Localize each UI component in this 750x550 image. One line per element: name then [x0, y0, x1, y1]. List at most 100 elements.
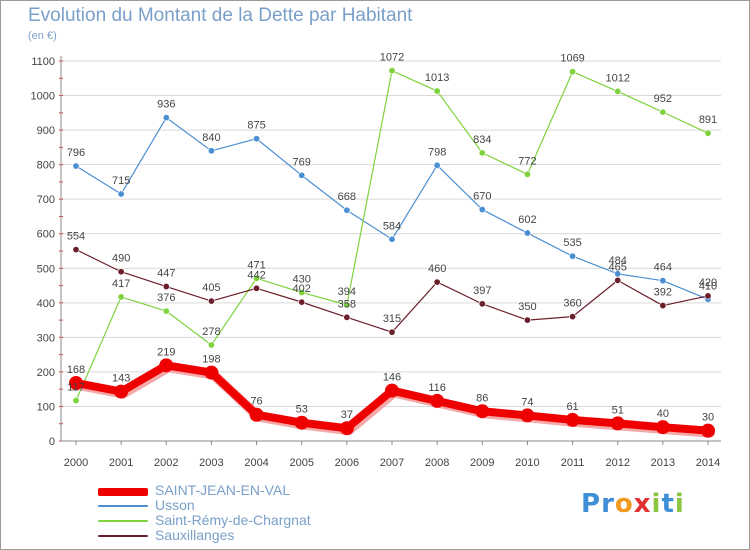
x-tick-label: 2010	[515, 457, 539, 469]
data-point	[388, 67, 396, 75]
data-label: 392	[654, 287, 672, 299]
data-point	[388, 235, 396, 243]
y-tick-label: 1000	[31, 91, 55, 103]
data-label: 875	[247, 120, 265, 132]
data-label: 278	[202, 326, 220, 338]
data-label: 410	[699, 280, 717, 292]
data-point	[162, 307, 170, 315]
data-label: 397	[473, 285, 491, 297]
data-label: 198	[202, 354, 220, 366]
legend-item-saint-jean-en-val: SAINT-JEAN-EN-VAL	[98, 483, 458, 498]
data-label: 840	[202, 132, 220, 144]
legend-swatch	[98, 505, 148, 507]
data-label: 772	[518, 155, 536, 167]
data-label: 769	[293, 156, 311, 168]
data-point	[704, 292, 712, 300]
data-label: 405	[202, 282, 220, 294]
y-tick-label: 900	[37, 125, 55, 137]
logo-letter: o	[614, 489, 634, 519]
data-label: 394	[338, 286, 356, 298]
data-label: 40	[657, 408, 669, 420]
y-tick-label: 400	[37, 298, 55, 310]
data-label: 834	[473, 134, 491, 146]
data-label: 116	[428, 382, 446, 394]
legend-item-usson: Usson	[98, 498, 458, 513]
data-point	[569, 68, 577, 76]
data-label: 61	[566, 401, 578, 413]
data-point	[253, 274, 261, 282]
data-label: 670	[473, 191, 491, 203]
data-label: 37	[341, 409, 353, 421]
data-point	[478, 300, 486, 308]
x-tick-label: 2000	[64, 457, 88, 469]
data-point	[430, 393, 445, 408]
legend-label: SAINT-JEAN-EN-VAL	[155, 482, 291, 498]
data-point	[565, 412, 580, 427]
x-tick-label: 2013	[651, 457, 675, 469]
data-label: 465	[609, 261, 627, 273]
data-point	[520, 408, 535, 423]
data-point	[343, 313, 351, 321]
data-label: 715	[112, 175, 130, 187]
legend-swatch	[98, 535, 148, 537]
legend-label: Sauxillanges	[155, 527, 235, 543]
data-point	[569, 313, 577, 321]
data-label: 460	[428, 263, 446, 275]
data-point	[659, 277, 667, 285]
data-label: 402	[293, 283, 311, 295]
data-label: 143	[112, 373, 130, 385]
data-label: 471	[247, 259, 265, 271]
data-label: 76	[250, 396, 262, 408]
logo-letter: t	[661, 489, 675, 519]
data-label: 417	[112, 278, 130, 290]
legend-swatch	[98, 520, 148, 522]
data-point	[388, 328, 396, 336]
data-label: 1013	[425, 72, 449, 84]
legend-label: Usson	[155, 497, 195, 513]
data-point	[72, 246, 80, 254]
legend-swatch	[98, 488, 148, 496]
logo-letter: x	[633, 489, 652, 519]
data-point	[114, 384, 129, 399]
data-point	[610, 416, 625, 431]
y-tick-label: 300	[37, 332, 55, 344]
data-point	[253, 284, 261, 292]
data-point	[162, 283, 170, 291]
data-label: 360	[563, 298, 581, 310]
data-label: 484	[609, 255, 627, 267]
y-tick-label: 600	[37, 229, 55, 241]
data-point	[162, 114, 170, 122]
data-point	[478, 206, 486, 214]
data-point	[523, 229, 531, 237]
plot-area	[61, 56, 721, 441]
data-label: 117	[67, 382, 85, 394]
data-label: 535	[563, 237, 581, 249]
data-point	[294, 415, 309, 430]
legend-item-saint-remy-de-chargnat: Saint-Rémy-de-Chargnat	[98, 513, 458, 528]
logo-letter: P	[581, 489, 602, 519]
data-label: 358	[338, 298, 356, 310]
x-tick-label: 2012	[605, 457, 629, 469]
logo-letter: r	[601, 489, 615, 519]
data-label: 798	[428, 146, 446, 158]
data-label: 86	[476, 392, 488, 404]
x-tick-label: 2011	[561, 457, 585, 469]
x-tick-label: 2007	[380, 457, 404, 469]
data-point	[569, 252, 577, 260]
data-label: 936	[157, 99, 175, 111]
data-point	[117, 268, 125, 276]
x-tick-label: 2001	[109, 457, 133, 469]
data-point	[69, 375, 83, 390]
data-label: 30	[702, 412, 714, 424]
chart-subtitle: (en €)	[28, 30, 57, 42]
x-tick-label: 2005	[289, 457, 313, 469]
data-point	[253, 135, 261, 143]
logo-letter: i	[674, 489, 685, 519]
y-tick-label: 200	[37, 367, 55, 379]
data-point	[523, 170, 531, 178]
data-point	[659, 108, 667, 116]
legend-label: Saint-Rémy-de-Chargnat	[155, 512, 311, 528]
legend-item-sauxillanges: Sauxillanges	[98, 528, 458, 543]
x-tick-label: 2002	[154, 457, 178, 469]
x-tick-label: 2006	[335, 457, 359, 469]
